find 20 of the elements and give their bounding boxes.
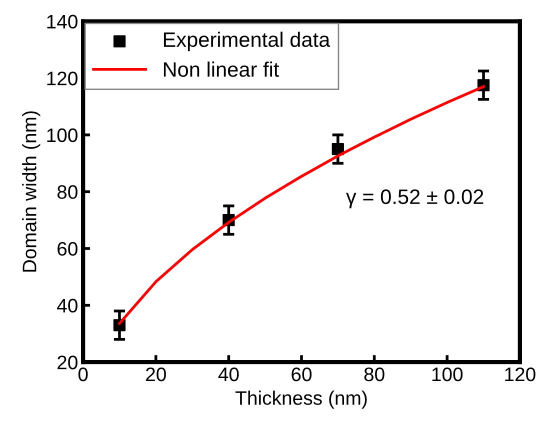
x-tick-label: 120 (505, 367, 536, 382)
x-tick-label: 60 (292, 367, 312, 382)
x-tick-label: 100 (432, 367, 463, 382)
y-tick-label: 60 (58, 242, 78, 256)
x-axis-title: Thickness (nm) (235, 390, 367, 409)
y-tick-label: 20 (58, 356, 78, 370)
y-tick-label: 80 (57, 185, 78, 199)
y-tick-label: 40 (57, 298, 78, 313)
legend-label: Non linear fit (164, 62, 280, 77)
y-tick-label: 140 (47, 14, 78, 29)
y-tick-label: 120 (47, 72, 78, 86)
x-tick-label: 20 (146, 367, 166, 382)
legend-label: Experimental data (164, 32, 330, 52)
point (332, 143, 344, 156)
x-tick-label: 40 (218, 367, 239, 382)
annotation: γ = 0.52 ± 0.02 (346, 189, 484, 208)
x-tick-label: 80 (364, 367, 384, 382)
y-tick-label: 100 (47, 128, 78, 142)
x-tick-label: 0 (78, 367, 88, 382)
y-axis-title: Domain width (nm) (22, 111, 40, 272)
